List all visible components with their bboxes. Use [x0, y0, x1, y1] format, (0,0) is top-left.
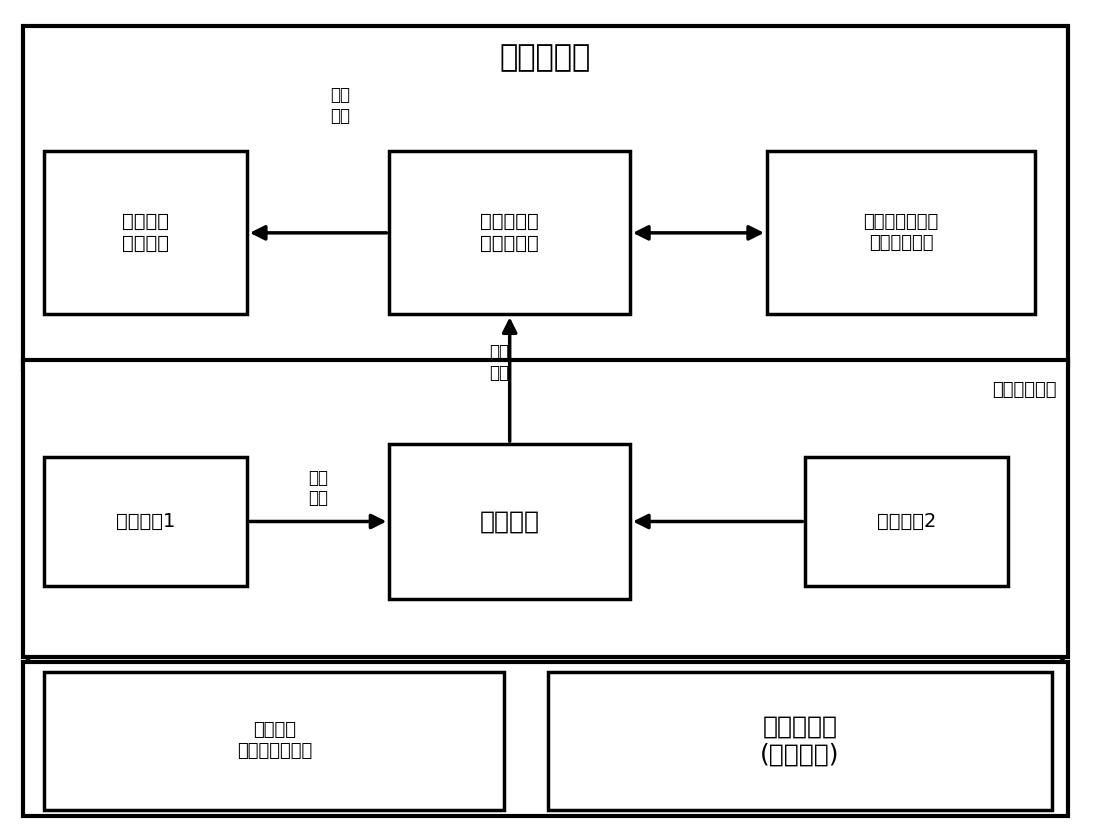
Text: 扩展页表1: 扩展页表1	[116, 512, 175, 531]
Bar	[767, 152, 1035, 314]
Text: 客户虚拟机: 客户虚拟机	[500, 43, 591, 72]
Bar	[806, 457, 1007, 587]
Text: 访问
特征: 访问 特征	[308, 468, 328, 508]
Text: 扩展页表异常截
获与处理模块: 扩展页表异常截 获与处理模块	[864, 214, 938, 252]
Text: 特征
反馈: 特征 反馈	[330, 85, 350, 125]
Text: 特征
反馈: 特征 反馈	[489, 343, 509, 382]
Bar	[45, 152, 247, 314]
Bar	[23, 360, 1068, 658]
Text: 非关键数据
(共享部分): 非关键数据 (共享部分)	[760, 715, 840, 767]
Bar	[389, 444, 630, 599]
Bar	[23, 662, 1068, 816]
Text: 行为学习: 行为学习	[480, 510, 539, 534]
Bar	[389, 152, 630, 314]
Bar	[45, 671, 504, 810]
Bar	[23, 26, 1068, 365]
Bar	[548, 671, 1051, 810]
Text: 用户请求
处理模块: 用户请求 处理模块	[123, 212, 169, 253]
Text: 关键数据
（非共享部分）: 关键数据 （非共享部分）	[237, 722, 312, 760]
Text: 扩展页表2: 扩展页表2	[877, 512, 936, 531]
Text: 虚拟机监控
器交互模块: 虚拟机监控 器交互模块	[480, 212, 539, 253]
Bar	[45, 457, 247, 587]
Text: 虚拟机监控器: 虚拟机监控器	[993, 381, 1057, 400]
